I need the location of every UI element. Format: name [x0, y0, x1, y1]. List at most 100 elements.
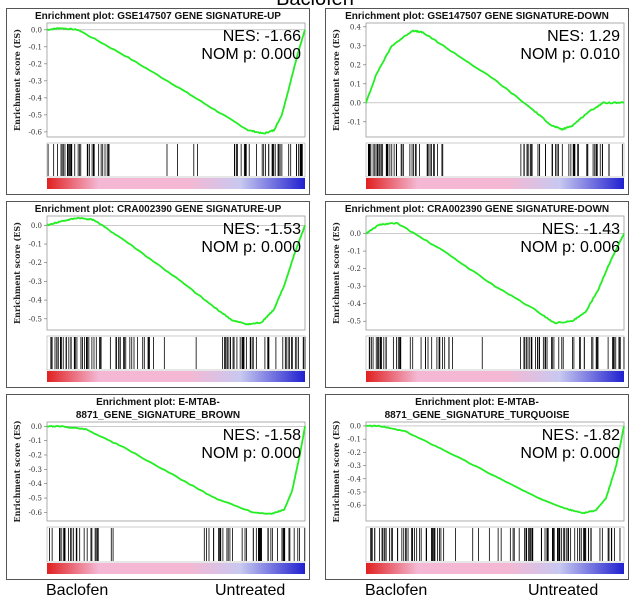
- nes-label: NES: -1.43: [542, 221, 620, 238]
- y-tick-label: -0.4: [348, 475, 362, 483]
- nes-label: NES: -1.53: [223, 221, 301, 238]
- y-tick-label: 0.0: [31, 222, 42, 230]
- nom-p-label: NOM p: 0.010: [520, 46, 620, 63]
- y-tick-label: -0.3: [29, 278, 43, 286]
- enrichment-chart: Enrichment plot: GSE147507 GENE SIGNATUR…: [331, 11, 625, 189]
- y-tick-label: -0.1: [29, 43, 43, 51]
- running-es-curve: [365, 221, 625, 325]
- gsea-panel-3: Enrichment plot: CRA002390 GENE SIGNATUR…: [6, 201, 310, 388]
- chart-title: Enrichment plot: E-MTAB-: [415, 397, 539, 408]
- y-tick-label: -0.6: [29, 509, 43, 517]
- bottom-label-untreated-left: Untreated: [215, 582, 286, 599]
- ranked-list-colorbar: [366, 563, 624, 574]
- chart-title: 8871_GENE_SIGNATURE_TURQUOISE: [385, 410, 570, 421]
- y-tick-label: -0.3: [29, 466, 43, 474]
- enrichment-chart: Enrichment plot: GSE147507 GENE SIGNATUR…: [12, 11, 306, 189]
- y-tick-label: -0.5: [29, 315, 43, 323]
- plot-frame: [46, 421, 306, 522]
- nes-label: NES: -1.66: [223, 28, 301, 45]
- hits-frame: [46, 142, 306, 178]
- plot-frame: [365, 421, 625, 522]
- chart-title: Enrichment plot: GSE147507 GENE SIGNATUR…: [35, 11, 281, 22]
- y-tick-label: -0.2: [29, 60, 43, 68]
- y-axis-label: Enrichment score (ES): [12, 29, 22, 131]
- gsea-panel-2: Enrichment plot: GSE147507 GENE SIGNATUR…: [325, 8, 629, 195]
- y-axis-label: Enrichment score (ES): [331, 420, 341, 522]
- enrichment-chart: Enrichment plot: E-MTAB- 8871_GENE_SIGNAT…: [12, 397, 306, 574]
- chart-title: Enrichment plot: E-MTAB-: [96, 397, 220, 408]
- bottom-label-untreated-right: Untreated: [528, 582, 599, 599]
- y-tick-label: 0.0: [350, 422, 361, 430]
- enrichment-chart: Enrichment plot: CRA002390 GENE SIGNATUR…: [12, 204, 306, 382]
- ranked-list-colorbar: [47, 563, 305, 574]
- nes-label: NES: 1.29: [547, 28, 620, 45]
- gsea-panel-5: Enrichment plot: E-MTAB- 8871_GENE_SIGNAT…: [6, 394, 310, 580]
- chart-title: Enrichment plot: CRA002390 GENE SIGNATUR…: [35, 204, 282, 215]
- y-axis-label: Enrichment score (ES): [12, 420, 22, 522]
- enrichment-chart: Enrichment plot: CRA002390 GENE SIGNATUR…: [331, 204, 625, 382]
- figure-heading: Baclofen: [0, 0, 630, 11]
- running-es-curve: [46, 216, 306, 326]
- nom-p-label: NOM p: 0.000: [201, 445, 301, 462]
- running-es-curve: [365, 424, 625, 515]
- nes-label: NES: -1.82: [542, 427, 620, 444]
- y-tick-label: 0.3: [350, 42, 361, 50]
- chart-title: 8871_GENE_SIGNATURE_BROWN: [76, 410, 240, 421]
- y-axis-label: Enrichment score (ES): [331, 29, 341, 131]
- y-tick-label: -0.3: [348, 283, 362, 291]
- plot-frame: [365, 215, 625, 331]
- y-tick-label: -0.4: [348, 300, 362, 308]
- y-tick-label: -0.6: [348, 502, 362, 510]
- running-es-curve: [46, 27, 306, 135]
- hits-frame: [365, 142, 625, 178]
- y-tick-label: -0.4: [29, 480, 43, 488]
- y-tick-label: -0.2: [348, 449, 362, 457]
- y-tick-label: -0.1: [348, 436, 362, 444]
- y-tick-label: 0.1: [350, 80, 361, 88]
- y-tick-label: -0.2: [348, 265, 362, 273]
- y-tick-label: -0.2: [29, 452, 43, 460]
- y-tick-label: 0.0: [31, 26, 42, 34]
- hits-frame: [365, 335, 625, 371]
- y-tick-label: -0.3: [29, 77, 43, 85]
- gsea-panel-4: Enrichment plot: CRA002390 GENE SIGNATUR…: [325, 201, 629, 388]
- y-tick-label: -0.6: [29, 128, 43, 136]
- nom-p-label: NOM p: 0.000: [520, 445, 620, 462]
- y-tick-label: 0.4: [350, 23, 362, 31]
- ranked-list-colorbar: [366, 178, 624, 189]
- y-tick-label: -0.5: [348, 488, 362, 496]
- nom-p-label: NOM p: 0.006: [520, 239, 620, 256]
- hits-frame: [46, 526, 306, 563]
- bottom-label-baclofen-right: Baclofen: [365, 582, 428, 599]
- y-tick-label: -0.5: [348, 318, 362, 326]
- chart-title: Enrichment plot: GSE147507 GENE SIGNATUR…: [345, 11, 609, 22]
- y-tick-label: -0.4: [29, 94, 43, 102]
- y-tick-label: -0.4: [29, 297, 43, 305]
- y-tick-label: 0.0: [350, 99, 361, 107]
- y-tick-label: 0.0: [31, 423, 42, 431]
- running-es-curve: [46, 424, 306, 515]
- plot-frame: [46, 215, 306, 331]
- gsea-panel-6: Enrichment plot: E-MTAB- 8871_GENE_SIGNAT…: [325, 394, 629, 580]
- y-tick-label: -0.3: [348, 462, 362, 470]
- y-tick-label: -0.5: [29, 495, 43, 503]
- plot-frame: [46, 22, 306, 138]
- nes-label: NES: -1.58: [223, 427, 301, 444]
- enrichment-chart: Enrichment plot: E-MTAB- 8871_GENE_SIGNAT…: [331, 397, 625, 574]
- bottom-label-baclofen-left: Baclofen: [46, 582, 109, 599]
- y-axis-label: Enrichment score (ES): [12, 222, 22, 324]
- nom-p-label: NOM p: 0.000: [201, 239, 301, 256]
- y-tick-label: -0.1: [348, 248, 362, 256]
- y-axis-label: Enrichment score (ES): [331, 222, 341, 324]
- y-tick-label: -0.1: [29, 241, 43, 249]
- y-tick-label: -0.1: [29, 437, 43, 445]
- y-tick-label: -0.1: [348, 118, 362, 126]
- hits-frame: [46, 335, 306, 371]
- y-tick-label: -0.2: [29, 259, 43, 267]
- ranked-list-colorbar: [47, 371, 305, 382]
- y-tick-label: 0.2: [350, 61, 361, 69]
- y-tick-label: 0.0: [350, 230, 361, 238]
- ranked-list-colorbar: [47, 178, 305, 189]
- gsea-panel-1: Enrichment plot: GSE147507 GENE SIGNATUR…: [6, 8, 310, 195]
- nom-p-label: NOM p: 0.000: [201, 46, 301, 63]
